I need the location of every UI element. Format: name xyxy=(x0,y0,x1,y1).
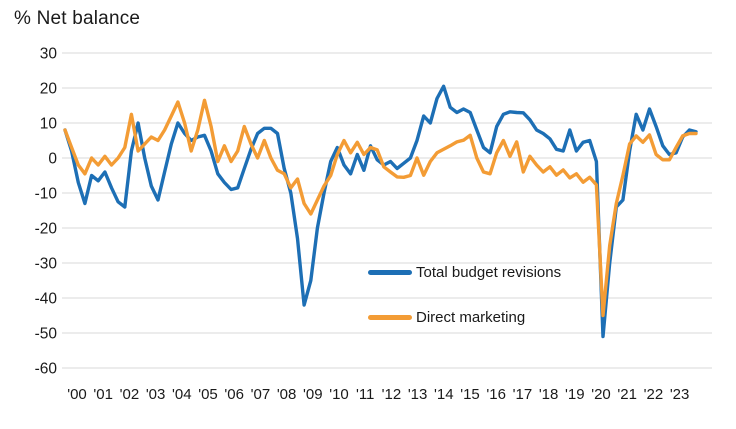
x-tick-label: '02 xyxy=(120,386,140,403)
gridlines xyxy=(62,52,712,369)
x-tick-label: '14 xyxy=(434,386,454,403)
x-tick-label: '15 xyxy=(460,386,480,403)
legend-swatch-direct-marketing xyxy=(368,315,412,320)
y-tick-label: 30 xyxy=(40,46,58,63)
x-tick-label: '17 xyxy=(513,386,533,403)
x-tick-label: '00 xyxy=(67,386,87,403)
y-tick-label: -50 xyxy=(35,326,58,343)
x-tick-label: '18 xyxy=(539,386,559,403)
x-tick-label: '09 xyxy=(303,386,323,403)
y-tick-label: -20 xyxy=(35,221,58,238)
x-tick-label: '13 xyxy=(408,386,428,403)
legend-label-direct-marketing: Direct marketing xyxy=(416,309,526,326)
x-tick-label: '03 xyxy=(146,386,166,403)
y-axis-labels: 30 20 10 0 -10 -20 -30 -40 -50 -60 xyxy=(35,46,58,378)
x-tick-label: '22 xyxy=(644,386,664,403)
legend-label-total-budget-revisions: Total budget revisions xyxy=(416,264,562,281)
x-tick-label: '07 xyxy=(251,386,271,403)
series-line-direct-marketing xyxy=(63,98,698,318)
x-tick-label: '19 xyxy=(565,386,585,403)
x-tick-label: '05 xyxy=(198,386,218,403)
legend-item-direct-marketing: Direct marketing xyxy=(368,309,525,326)
x-tick-label: '21 xyxy=(617,386,637,403)
x-tick-label: '16 xyxy=(486,386,506,403)
y-tick-label: -40 xyxy=(35,291,58,308)
y-tick-label: 10 xyxy=(40,116,58,133)
x-tick-label: '08 xyxy=(277,386,297,403)
y-tick-label: 0 xyxy=(48,151,57,168)
y-tick-label: -60 xyxy=(35,361,58,378)
chart-title: % Net balance xyxy=(14,8,141,29)
x-tick-label: '12 xyxy=(382,386,402,403)
y-tick-label: -10 xyxy=(35,186,58,203)
x-tick-label: '10 xyxy=(329,386,349,403)
x-tick-label: '06 xyxy=(224,386,244,403)
legend-swatch-total-budget-revisions xyxy=(368,270,412,275)
y-tick-label: -30 xyxy=(35,256,58,273)
x-tick-label: '23 xyxy=(670,386,690,403)
series-lines xyxy=(63,84,698,339)
x-tick-label: '11 xyxy=(356,386,374,403)
x-tick-label: '04 xyxy=(172,386,192,403)
y-tick-label: 20 xyxy=(40,81,58,98)
x-tick-label: '01 xyxy=(93,386,113,403)
x-tick-label: '20 xyxy=(591,386,611,403)
x-axis-labels: '00 '01 '02 '03 '04 '05 '06 '07 '08 '09 '10 '11 '12 '… xyxy=(67,386,689,403)
legend-item-total-budget-revisions: Total budget revisions xyxy=(368,264,561,281)
